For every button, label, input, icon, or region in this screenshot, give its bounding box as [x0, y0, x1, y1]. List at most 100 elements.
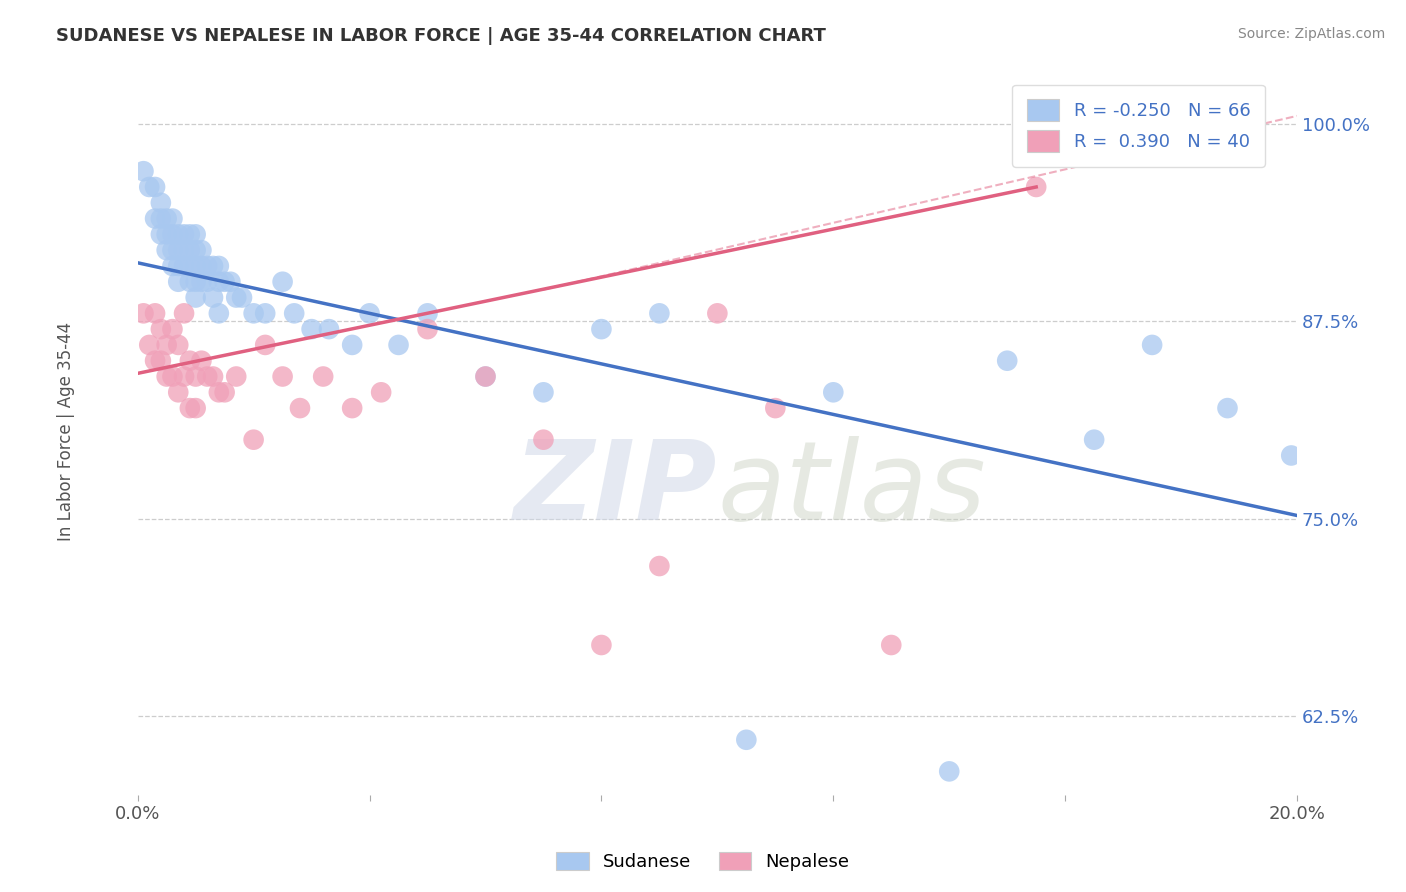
Point	[219, 275, 242, 289]
Point	[190, 259, 212, 273]
Point	[156, 243, 179, 257]
Point	[143, 211, 166, 226]
Point	[318, 322, 340, 336]
Point	[156, 369, 179, 384]
Point	[195, 275, 218, 289]
Point	[591, 638, 613, 652]
Point	[225, 369, 247, 384]
Point	[179, 227, 201, 242]
Point	[706, 306, 728, 320]
Point	[288, 401, 311, 416]
Point	[179, 353, 201, 368]
Point	[340, 338, 363, 352]
Point	[208, 306, 231, 320]
Point	[184, 259, 207, 273]
Point	[301, 322, 323, 336]
Point	[1140, 338, 1163, 352]
Point	[179, 259, 201, 273]
Point	[167, 338, 190, 352]
Point	[184, 243, 207, 257]
Point	[184, 227, 207, 242]
Point	[416, 306, 439, 320]
Point	[149, 195, 172, 210]
Point	[143, 180, 166, 194]
Point	[156, 211, 179, 226]
Point	[184, 275, 207, 289]
Point	[167, 227, 190, 242]
Point	[149, 322, 172, 336]
Point	[143, 353, 166, 368]
Point	[254, 306, 277, 320]
Point	[312, 369, 335, 384]
Point	[149, 227, 172, 242]
Point	[167, 259, 190, 273]
Point	[340, 401, 363, 416]
Point	[370, 385, 392, 400]
Legend: Sudanese, Nepalese: Sudanese, Nepalese	[550, 845, 856, 879]
Point	[173, 306, 195, 320]
Point	[173, 243, 195, 257]
Point	[231, 291, 253, 305]
Point	[162, 211, 184, 226]
Point	[184, 291, 207, 305]
Legend: R = -0.250   N = 66, R =  0.390   N = 40: R = -0.250 N = 66, R = 0.390 N = 40	[1012, 85, 1265, 167]
Point	[1025, 180, 1047, 194]
Point	[162, 227, 184, 242]
Point	[173, 369, 195, 384]
Point	[195, 369, 218, 384]
Point	[242, 306, 264, 320]
Point	[184, 369, 207, 384]
Point	[167, 275, 190, 289]
Point	[995, 353, 1018, 368]
Point	[208, 259, 231, 273]
Point	[533, 385, 555, 400]
Point	[648, 559, 671, 574]
Point	[387, 338, 409, 352]
Point	[591, 322, 613, 336]
Point	[359, 306, 381, 320]
Point	[167, 243, 190, 257]
Point	[225, 291, 247, 305]
Point	[202, 259, 225, 273]
Point	[190, 353, 212, 368]
Point	[1279, 449, 1302, 463]
Point	[1083, 433, 1105, 447]
Point	[173, 259, 195, 273]
Point	[162, 322, 184, 336]
Point	[143, 306, 166, 320]
Point	[202, 291, 225, 305]
Point	[271, 275, 294, 289]
Point	[242, 433, 264, 447]
Point	[138, 338, 160, 352]
Point	[167, 385, 190, 400]
Point	[1216, 401, 1239, 416]
Point	[149, 211, 172, 226]
Point	[214, 385, 236, 400]
Point	[271, 369, 294, 384]
Point	[162, 369, 184, 384]
Point	[162, 259, 184, 273]
Point	[179, 401, 201, 416]
Point	[880, 638, 903, 652]
Point	[149, 353, 172, 368]
Point	[735, 732, 758, 747]
Text: ZIP: ZIP	[513, 436, 717, 543]
Text: Source: ZipAtlas.com: Source: ZipAtlas.com	[1237, 27, 1385, 41]
Text: atlas: atlas	[717, 436, 986, 543]
Point	[132, 164, 155, 178]
Point	[938, 764, 960, 779]
Point	[416, 322, 439, 336]
Point	[179, 275, 201, 289]
Point	[202, 369, 225, 384]
Point	[208, 385, 231, 400]
Point	[184, 401, 207, 416]
Point	[138, 180, 160, 194]
Point	[763, 401, 786, 416]
Point	[474, 369, 496, 384]
Point	[195, 259, 218, 273]
Point	[254, 338, 277, 352]
Point	[132, 306, 155, 320]
Point	[283, 306, 305, 320]
Point	[533, 433, 555, 447]
Y-axis label: In Labor Force | Age 35-44: In Labor Force | Age 35-44	[58, 322, 75, 541]
